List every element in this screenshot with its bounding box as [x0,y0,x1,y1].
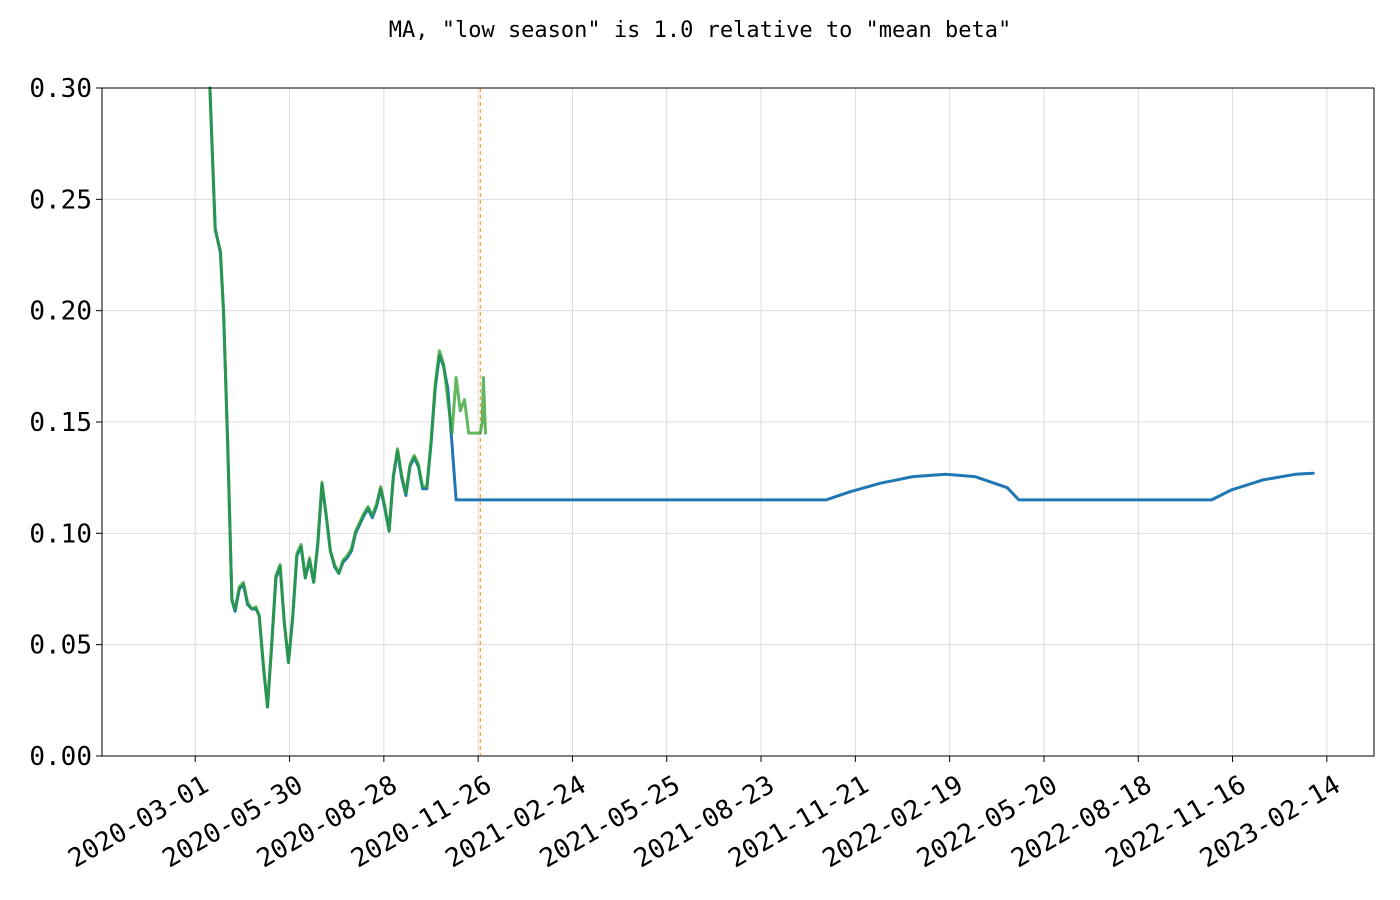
y-tick-label: 0.20 [29,297,92,327]
y-tick-label: 0.15 [29,408,92,438]
series-layer [208,86,1315,709]
y-tick-label: 0.30 [29,74,92,104]
chart-title: MA, "low season" is 1.0 relative to "mea… [389,18,1012,43]
y-tick-label: 0.05 [29,631,92,661]
y-tick-label: 0.10 [29,519,92,549]
y-axis: 0.00 0.05 0.10 0.15 0.20 0.25 0.30 [29,74,102,772]
y-tick-label: 0.00 [29,742,92,772]
y-tick-label: 0.25 [29,185,92,215]
x-axis: 2020-03-012020-05-302020-08-282020-11-26… [63,756,1346,874]
grid [102,87,1374,757]
series-line-2 [208,86,487,709]
